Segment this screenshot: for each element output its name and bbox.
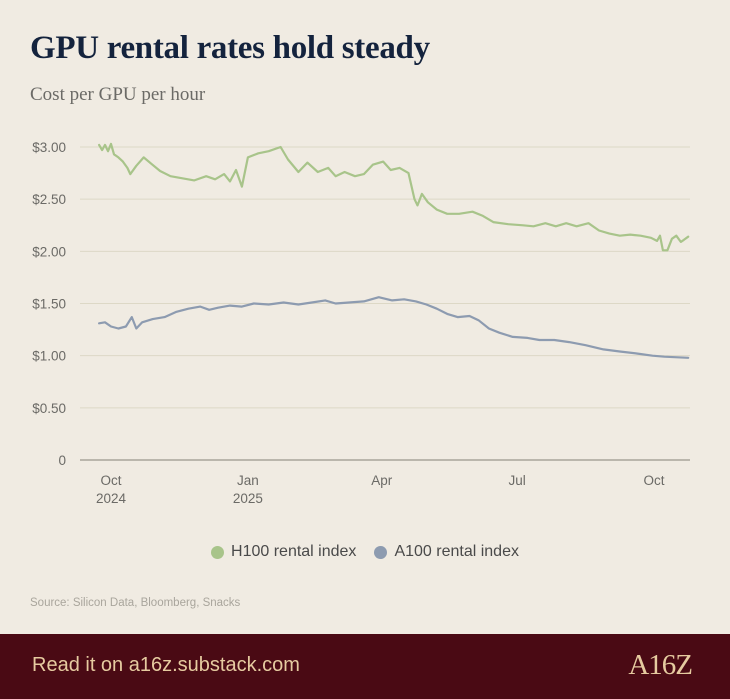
h100-series-line[interactable] [98, 142, 690, 252]
y-tick-label: $1.00 [32, 349, 66, 364]
chart-title: GPU rental rates hold steady [30, 30, 430, 66]
x-tick-year-label: 2024 [96, 491, 127, 506]
a100-series-line[interactable] [98, 296, 690, 359]
y-tick-label: $0.50 [32, 401, 66, 416]
footer-link[interactable]: Read it on a16z.substack.com [32, 654, 300, 676]
x-tick-label: Oct [100, 473, 121, 488]
y-tick-label: $2.00 [32, 244, 66, 259]
legend-item-h100[interactable]: H100 rental index [211, 543, 356, 561]
gridlines [80, 146, 690, 461]
h100-swatch-icon [211, 545, 225, 559]
chart-subtitle: Cost per GPU per hour [30, 84, 206, 105]
legend: H100 rental index A100 rental index [0, 543, 730, 561]
y-axis-ticks: 0 $0.50 $1.00 $1.50 $2.00 $2.50 $3.00 [32, 140, 66, 468]
y-tick-label: $1.50 [32, 297, 66, 312]
a100-swatch-icon [374, 545, 388, 559]
x-tick-label: Jul [509, 473, 526, 488]
x-tick-label: Jan [237, 473, 259, 488]
legend-item-a100[interactable]: A100 rental index [374, 543, 519, 561]
footer-banner[interactable]: Read it on a16z.substack.com A16Z [0, 634, 730, 699]
a16z-logo: A16Z [628, 649, 693, 681]
legend-label-a100: A100 rental index [394, 543, 519, 560]
source-note: Source: Silicon Data, Bloomberg, Snacks [30, 597, 241, 609]
y-tick-label: $2.50 [32, 192, 66, 207]
series-lines [98, 142, 690, 359]
x-tick-label: Apr [371, 473, 393, 488]
x-tick-label: Oct [643, 473, 664, 488]
line-chart: 0 $0.50 $1.00 $1.50 $2.00 $2.50 $3.00 Oct 2024 J… [32, 140, 690, 506]
x-axis-ticks: Oct 2024 Jan 2025 Apr Jul Oct [96, 473, 665, 506]
y-tick-label: $3.00 [32, 140, 66, 155]
x-tick-year-label: 2025 [233, 491, 263, 506]
legend-label-h100: H100 rental index [231, 543, 357, 560]
y-tick-label: 0 [58, 453, 66, 468]
